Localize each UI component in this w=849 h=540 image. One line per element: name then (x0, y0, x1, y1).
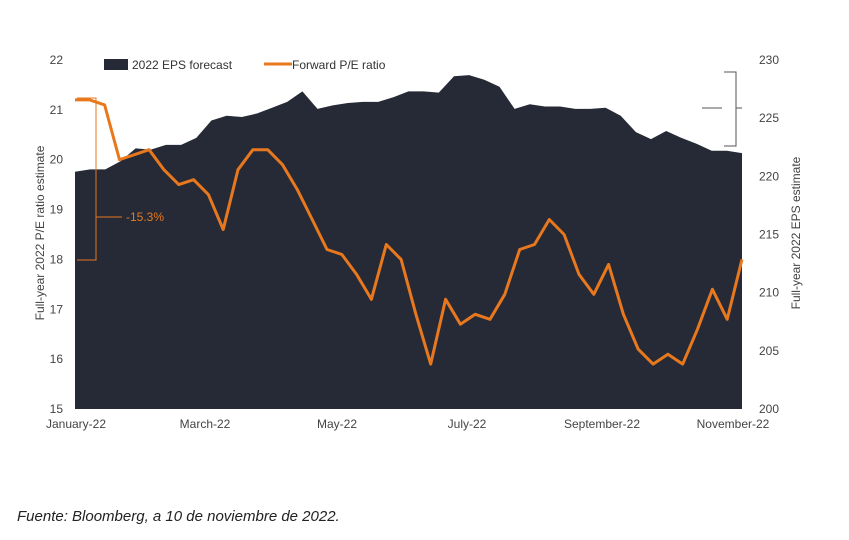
legend-eps-label: 2022 EPS forecast (132, 58, 233, 72)
right-axis-title: Full-year 2022 EPS estimate (789, 156, 803, 309)
left-axis-title: Full-year 2022 P/E ratio estimate (33, 145, 47, 320)
legend-pe-label: Forward P/E ratio (292, 58, 386, 72)
left-tick-label: 21 (50, 103, 64, 117)
x-axis-ticks: January-22 March-22 May-22 July-22 September… (46, 417, 770, 431)
left-tick-label: 19 (50, 203, 64, 217)
right-tick-label: 205 (759, 344, 779, 358)
left-tick-label: 16 (50, 352, 64, 366)
right-tick-label: 230 (759, 53, 779, 67)
right-tick-label: 210 (759, 286, 779, 300)
x-tick-label: March-22 (180, 417, 231, 431)
right-axis-ticks: 200 205 210 215 220 225 230 (759, 53, 779, 416)
left-tick-label: 20 (50, 153, 64, 167)
chart: 15 16 17 18 19 20 21 22 200 205 210 215 220 225 230 J… (33, 53, 803, 431)
pe-line-layer (75, 98, 744, 366)
right-tick-label: 225 (759, 111, 779, 125)
x-tick-label: September-22 (564, 417, 640, 431)
x-tick-label: July-22 (448, 417, 487, 431)
left-axis-ticks: 15 16 17 18 19 20 21 22 (50, 53, 64, 416)
x-tick-label: May-22 (317, 417, 357, 431)
legend-eps-swatch (104, 59, 128, 70)
pe-line (75, 98, 744, 366)
x-tick-label: January-22 (46, 417, 106, 431)
left-tick-label: 17 (50, 302, 64, 316)
right-tick-label: 220 (759, 169, 779, 183)
right-tick-label: 215 (759, 228, 779, 242)
left-tick-label: 18 (50, 252, 64, 266)
source-note: Fuente: Bloomberg, a 10 de noviembre de … (17, 508, 340, 525)
x-tick-label: November-22 (697, 417, 770, 431)
right-tick-label: 200 (759, 402, 779, 416)
eps-change-bracket (724, 71, 742, 147)
eps-change-annotation: -3.3% (657, 101, 689, 115)
eps-area-layer (75, 75, 742, 409)
left-tick-label: 22 (50, 53, 64, 67)
pe-change-bracket (77, 97, 101, 261)
left-tick-label: 15 (50, 402, 64, 416)
eps-area (75, 75, 742, 409)
pe-change-annotation: -15.3% (126, 210, 164, 224)
